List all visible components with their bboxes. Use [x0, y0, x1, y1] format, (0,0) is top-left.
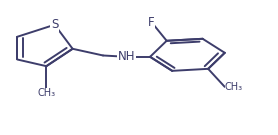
Text: F: F: [148, 16, 155, 29]
Text: CH₃: CH₃: [225, 82, 243, 92]
Text: S: S: [51, 18, 58, 31]
Text: NH: NH: [118, 50, 135, 63]
Text: CH₃: CH₃: [37, 88, 55, 98]
